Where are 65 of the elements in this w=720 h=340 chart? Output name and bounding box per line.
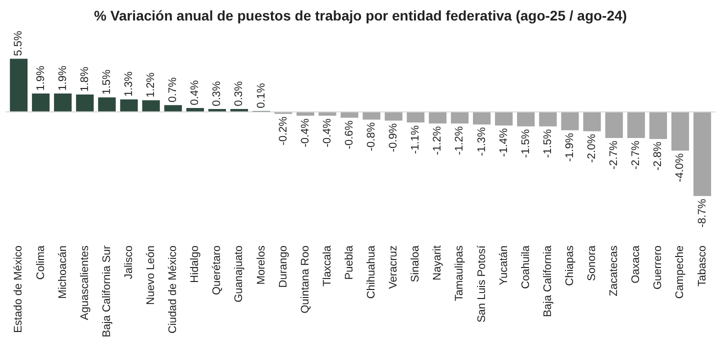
data-label: 5.5% xyxy=(12,30,25,56)
x-tick-label: Nuevo León xyxy=(145,245,158,305)
data-label: 1.8% xyxy=(78,66,91,92)
data-label: -2.7% xyxy=(630,140,642,170)
x-tick-label: Yucatán xyxy=(498,245,510,286)
x-tick-label: Estado de México xyxy=(12,246,25,333)
data-label: -1.5% xyxy=(520,128,532,158)
data-label: -1.3% xyxy=(476,127,488,156)
x-tick-label: Tamaulipas xyxy=(454,245,466,302)
data-label: -2.8% xyxy=(652,142,664,170)
x-tick-label: Sonora xyxy=(586,244,598,281)
x-tick-label: Guanajuato xyxy=(233,245,246,302)
data-label: -0.4% xyxy=(299,118,312,148)
x-tick-label: Tabasco xyxy=(696,245,708,286)
data-label: 1.9% xyxy=(34,65,47,91)
x-tick-label: Michoacán xyxy=(56,245,69,299)
x-tick-label: Nayarit xyxy=(432,246,444,280)
data-label: -8.7% xyxy=(696,198,708,228)
x-tick-label: Aguascalientes xyxy=(78,245,91,320)
x-tick-label: Zacatecas xyxy=(608,245,620,296)
x-tick-label: Chihuahua xyxy=(366,244,378,299)
data-label: -0.9% xyxy=(388,123,400,152)
x-tick-label: Colima xyxy=(34,244,47,280)
x-tick-label: Querétaro xyxy=(211,245,224,296)
x-tick-label: San Luis Potosí xyxy=(476,244,488,323)
data-label: -1.9% xyxy=(564,132,576,162)
x-tick-label: Puebla xyxy=(343,244,356,280)
data-label: -0.6% xyxy=(343,120,356,150)
data-label: -1.2% xyxy=(454,126,466,155)
data-label: -4.0% xyxy=(674,153,686,182)
x-tick-label: Guerrero xyxy=(652,245,664,290)
data-label: -1.4% xyxy=(498,128,510,157)
x-tick-label: Veracruz xyxy=(388,245,400,289)
data-label: -1.5% xyxy=(542,128,554,158)
data-label: 0.4% xyxy=(189,80,202,106)
data-label: -1.2% xyxy=(432,126,444,155)
x-tick-label: Hidalgo xyxy=(189,245,202,283)
data-label: -0.2% xyxy=(277,116,290,146)
x-tick-label: Oaxaca xyxy=(630,244,642,284)
x-tick-label: Morelos xyxy=(255,245,268,285)
data-label: 0.3% xyxy=(233,80,246,106)
x-tick-label: Coahuila xyxy=(520,244,532,289)
data-label: 0.7% xyxy=(167,77,180,102)
data-label: 0.1% xyxy=(255,82,268,108)
data-label: -0.8% xyxy=(366,122,378,152)
x-tick-label: Jalisco xyxy=(122,246,135,280)
data-label: 1.2% xyxy=(145,72,158,98)
x-tick-label: Tlaxcala xyxy=(321,244,334,286)
data-label: -0.4% xyxy=(321,118,334,148)
x-tick-label: Baja California xyxy=(542,244,554,318)
data-label: 0.3% xyxy=(211,80,224,106)
x-tick-label: Ciudad de México xyxy=(167,245,180,334)
data-label: 1.5% xyxy=(100,69,113,95)
data-label: -2.0% xyxy=(586,134,598,163)
data-label: 1.3% xyxy=(122,71,135,97)
x-tick-label: Quintana Roo xyxy=(299,245,312,314)
x-tick-label: Campeche xyxy=(674,245,686,299)
x-tick-label: Durango xyxy=(277,245,290,288)
x-tick-label: Baja California Sur xyxy=(100,245,113,338)
data-label: -1.1% xyxy=(410,125,422,154)
data-label: 1.9% xyxy=(56,65,69,91)
chart-title: % Variación anual de puestos de trabajo por entidad federativa (ago-25 / ago-24) xyxy=(94,8,627,24)
x-tick-label: Sinaloa xyxy=(410,244,422,282)
data-label: -2.7% xyxy=(608,140,620,170)
x-tick-label: Chiapas xyxy=(564,245,576,286)
